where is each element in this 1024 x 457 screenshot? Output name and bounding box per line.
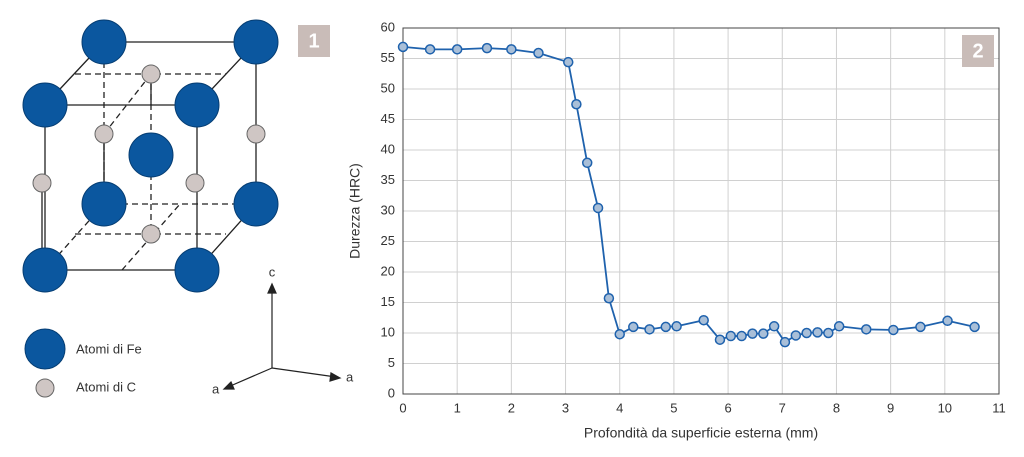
axis-letter: c [269,264,276,279]
data-point [768,321,780,332]
data-point [812,327,823,338]
data-point [671,321,682,332]
y-tick-label: 60 [381,19,395,34]
y-tick-label: 55 [381,50,395,65]
panel-label: 2 [972,40,983,62]
data-point [790,330,802,341]
arrow-head [222,282,342,390]
y-tick-label: 50 [381,80,395,95]
y-tick-label: 0 [388,385,395,400]
data-point [758,328,769,339]
y-tick-label: 25 [381,233,395,248]
data-point [533,47,544,59]
data-point [725,330,737,342]
fe-atom [174,247,220,293]
x-tick-label: 5 [670,400,677,415]
badge-bg [962,35,994,67]
data-point [833,321,845,332]
x-tick-label: 11 [992,400,1006,415]
y-tick-label: 40 [381,141,395,156]
x-tick-label: 2 [508,400,515,415]
data-point [614,328,625,340]
axis-letter: a [346,369,354,384]
y-tick-label: 5 [388,355,395,370]
fe-atom [22,247,68,293]
x-tick-label: 7 [779,400,786,415]
series-line [402,46,975,344]
c-atom [185,173,205,193]
data-point [698,314,709,326]
data-point [888,324,899,336]
fe-atom [233,181,279,227]
y-axis-title: Durezza (HRC) [347,163,363,259]
data-point [603,292,615,304]
data-point [571,99,582,110]
c-atom [94,124,114,144]
carbon-atoms [32,64,266,244]
data-point [969,321,980,333]
fe-atom [22,82,68,128]
c-atom [32,173,52,193]
x-tick-label: 6 [724,400,731,415]
y-tick-label: 30 [381,202,395,217]
data-point [942,315,953,327]
fe-atom [128,132,174,178]
data-point [506,44,517,55]
c-atom [141,224,161,244]
data-point [736,330,747,342]
data-point [861,324,872,335]
data-point [481,42,493,54]
x-tick-label: 8 [833,400,840,415]
fe-atom [174,82,220,128]
data-point [397,41,409,53]
x-tick-label: 9 [887,400,894,415]
legend-label: Atomi di Fe [76,341,142,356]
y-tick-label: 20 [381,263,395,278]
data-point [660,321,672,333]
axis-arrow [271,367,337,378]
data-point [451,44,463,55]
plot-border [402,27,1000,395]
axis-letter: a [212,381,220,396]
panel-label: 1 [308,30,319,52]
axes-triad [222,282,342,390]
y-tick-label: 45 [381,111,395,126]
data-point [779,336,791,348]
data-point [801,327,812,339]
iron-atoms [22,19,279,293]
data-point [644,324,655,335]
fe-atom [81,19,127,65]
data-point [747,328,758,339]
data-point [424,44,436,55]
y-tick-label: 35 [381,172,395,187]
legend-label: Atomi di C [76,379,136,394]
axis-arrow [227,367,273,388]
fe-atom [81,181,127,227]
c-atom [141,64,161,84]
data-point [628,321,639,333]
data-point [563,56,574,68]
data-point [823,327,834,339]
c-atom [246,124,266,144]
x-tick-label: 1 [454,400,461,415]
badge-bg [298,25,330,57]
data-point [592,202,604,214]
y-tick-label: 10 [381,324,395,339]
legend-c [35,378,55,398]
legend-fe [24,328,66,370]
fe-atom [233,19,279,65]
x-tick-label: 10 [938,400,952,415]
x-tick-label: 4 [616,400,623,415]
x-tick-label: 0 [399,400,406,415]
data-point [714,334,726,345]
y-tick-label: 15 [381,294,395,309]
x-axis-title: Profondità da superficie esterna (mm) [584,425,818,441]
data-point [915,321,926,333]
x-tick-label: 3 [562,400,569,415]
data-point [581,157,593,169]
